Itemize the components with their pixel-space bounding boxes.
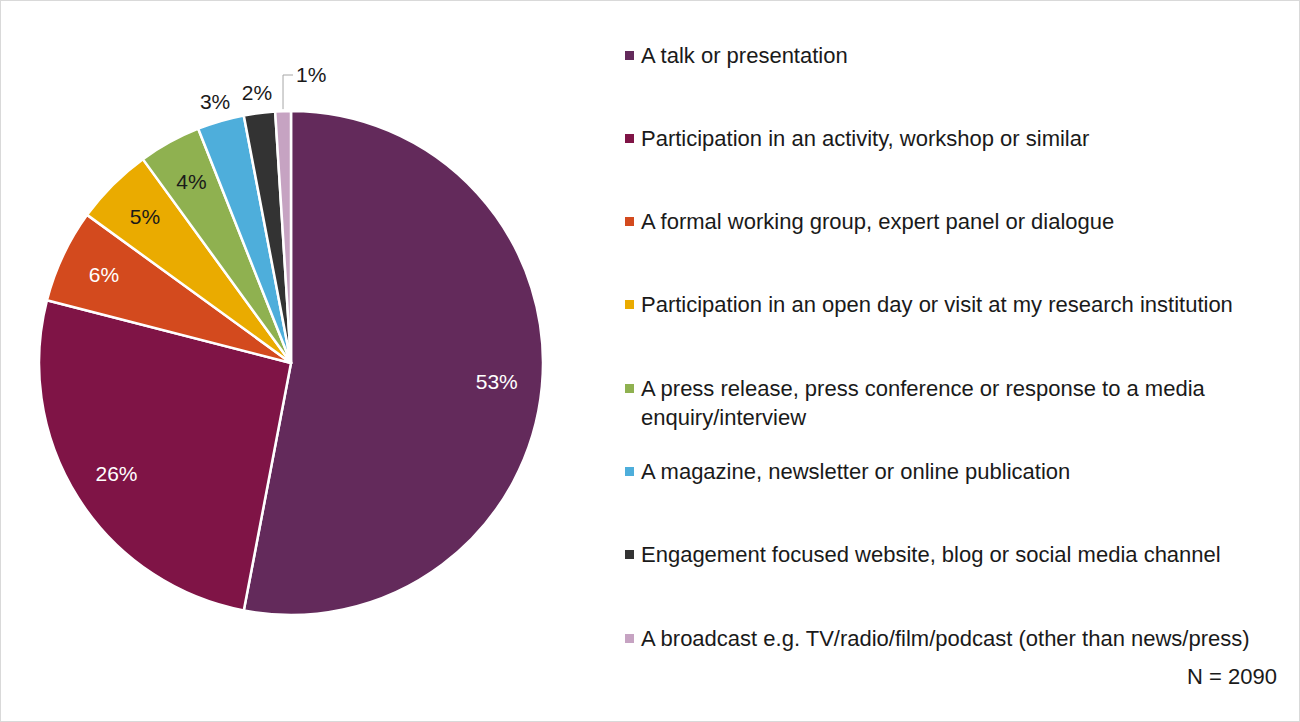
leader-line xyxy=(283,75,293,109)
slice xyxy=(275,111,291,363)
legend-swatch xyxy=(625,300,634,309)
chart: 53% 26% 6% 5% 4% 3% 2% 1% A talk or presentatio… xyxy=(0,0,1300,722)
data-label: 4% xyxy=(176,170,206,193)
legend-label: Participation in an open day or visit at… xyxy=(641,290,1251,319)
slices xyxy=(39,111,543,615)
slice xyxy=(244,111,291,363)
legend-label: A magazine, newsletter or online publica… xyxy=(641,457,1251,486)
legend-label: A press release, press conference or res… xyxy=(641,374,1251,432)
annotation: N = 2090 xyxy=(1187,664,1277,690)
legend-swatch xyxy=(625,634,634,643)
legend-swatch xyxy=(625,134,634,143)
data-label: 5% xyxy=(130,205,160,228)
legend-label: Participation in an activity, workshop o… xyxy=(641,124,1251,153)
legend-swatch xyxy=(625,217,634,226)
legend-label: A formal working group, expert panel or … xyxy=(641,207,1251,236)
legend-swatch xyxy=(625,550,634,559)
data-label: 26% xyxy=(96,462,138,485)
data-label: 1% xyxy=(296,63,326,86)
pie-area: 53% 26% 6% 5% 4% 3% 2% 1% xyxy=(1,1,1299,721)
data-label: 3% xyxy=(200,90,230,113)
legend-label: A talk or presentation xyxy=(641,41,1251,70)
legend-label: Engagement focused website, blog or soci… xyxy=(641,540,1251,569)
data-label: 6% xyxy=(89,263,119,286)
data-label: 53% xyxy=(476,370,518,393)
legend-label: A broadcast e.g. TV/radio/film/podcast (… xyxy=(641,624,1251,653)
data-labels: 53% 26% 6% 5% 4% 3% 2% 1% xyxy=(89,63,518,485)
data-label: 2% xyxy=(242,81,272,104)
legend-swatch xyxy=(625,384,634,393)
legend-swatch xyxy=(625,51,634,60)
legend-swatch xyxy=(625,467,634,476)
